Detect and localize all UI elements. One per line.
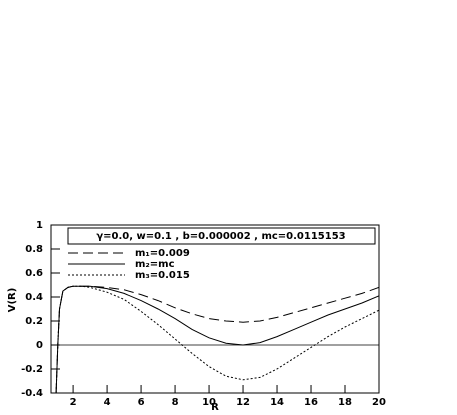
- y-tick-label: 0.2: [25, 316, 43, 327]
- y-tick-label: 0.6: [25, 268, 43, 279]
- x-tick-label: 4: [104, 397, 111, 408]
- series-line: [55, 285, 379, 393]
- series-line: [55, 285, 379, 393]
- x-tick-label: 14: [270, 397, 284, 408]
- y-tick-label: 0: [36, 340, 43, 351]
- y-axis-label: V(R): [7, 288, 18, 313]
- x-tick-label: 10: [202, 397, 216, 408]
- y-tick-label: 0.8: [25, 244, 43, 255]
- y-tick-label: -0.2: [21, 364, 43, 375]
- legend-title: γ=0.0, w=0.1 , b=0.000002 , mc=0.0115153: [96, 231, 345, 242]
- x-tick-label: 16: [304, 397, 318, 408]
- y-tick-label: 0.4: [25, 292, 43, 303]
- legend-title-box: [67, 227, 376, 245]
- legend-label: m₁=0.009: [135, 248, 190, 259]
- plot-frame: [50, 224, 380, 394]
- x-tick-label: 8: [172, 397, 179, 408]
- x-tick-label: 2: [70, 397, 77, 408]
- legend-label: m₃=0.015: [135, 270, 190, 281]
- x-tick-label: 6: [138, 397, 145, 408]
- x-tick-label: 20: [372, 397, 386, 408]
- x-tick-label: 18: [338, 397, 352, 408]
- y-tick-label: -0.4: [21, 388, 43, 399]
- x-axis-label: R: [211, 402, 219, 413]
- x-tick-label: 12: [236, 397, 250, 408]
- legend-label: m₂=mc: [135, 259, 175, 270]
- y-tick-label: 1: [36, 220, 43, 231]
